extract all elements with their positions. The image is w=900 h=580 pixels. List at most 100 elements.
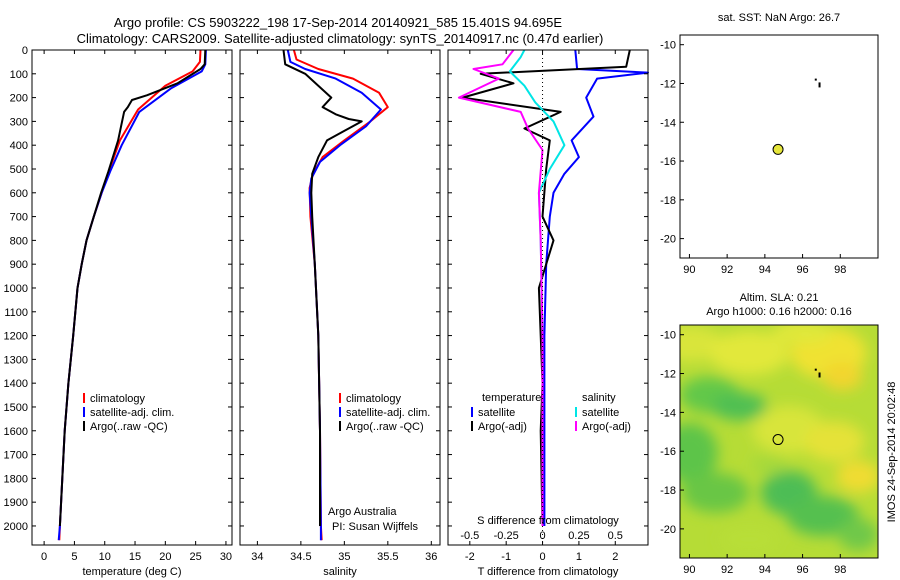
temperature-ytick-label: 900: [10, 259, 28, 271]
footer-credit: IMOS 24-Sep-2014 20:02:48: [886, 382, 898, 523]
difference-xtick2-label: -0.25: [494, 530, 519, 542]
sla-heatmap-cell: [822, 362, 863, 391]
temperature-xtick-label: 5: [71, 551, 77, 563]
salinity-series-line-2: [282, 49, 363, 526]
temperature-ytick-label: 1900: [4, 497, 28, 509]
sla-heatmap-blobs: [680, 325, 878, 554]
temperature-xtick-label: 20: [159, 551, 171, 563]
sla_map-xtick-label: 92: [721, 564, 733, 576]
sla-heatmap-cell: [719, 525, 780, 554]
salinity-xtick-label: 34: [251, 551, 263, 563]
temperature-ytick-label: 1600: [4, 426, 28, 438]
salinity-xtick-label: 35.5: [377, 551, 398, 563]
nearby-float-mark: [814, 368, 817, 371]
legend-label: Argo(-adj): [478, 421, 527, 433]
salinity-xtick-label: 36: [425, 551, 437, 563]
legend-title-salinity: salinity: [582, 392, 616, 404]
temperature-ytick-label: 1400: [4, 378, 28, 390]
sla-heatmap-cell: [711, 392, 768, 421]
temperature-ytick-label: 100: [10, 69, 28, 81]
temperature-ytick-label: 1300: [4, 354, 28, 366]
difference-xtick-label: -2: [465, 551, 475, 563]
sla_map-xtick-label: 90: [683, 564, 695, 576]
temperature-xtick-label: 15: [129, 551, 141, 563]
float-institution-label: Argo Australia: [328, 506, 397, 518]
temperature-xtick-label: 0: [41, 551, 47, 563]
temperature-ytick-label: 200: [10, 93, 28, 105]
sst_map-frame: [679, 34, 879, 259]
sst-map-panel: sat. SST: NaN Argo: 26.7 90 92 94 96 98 -10 -12…: [660, 12, 879, 276]
figure-title-line2: Climatology: CARS2009. Satellite-adjuste…: [77, 31, 604, 46]
sst_map-xtick-label: 96: [796, 264, 808, 276]
sla-heatmap-cell: [804, 421, 865, 462]
float-pi-label: PI: Susan Wijffels: [332, 521, 418, 533]
sla_map-ytick-label: -18: [660, 485, 676, 497]
legend-label: climatology: [90, 393, 146, 405]
argo-float-marker: [772, 143, 784, 155]
sla_map-ytick-label: -12: [660, 369, 676, 381]
sla-map-panel: Altim. SLA: 0.21 Argo h1000: 0.16 h2000: …: [660, 292, 879, 576]
sst_map-ytick-label: -14: [660, 117, 676, 129]
sla_map-xtick-label: 94: [759, 564, 771, 576]
temperature-ytick-label: 1100: [4, 307, 28, 319]
salinity-frame: [239, 49, 441, 546]
temperature-ytick-label: 2000: [4, 521, 28, 533]
temperature-ytick-label: 400: [10, 140, 28, 152]
temperature-ytick-label: 1000: [4, 283, 28, 295]
temperature-ytick-label: 1800: [4, 473, 28, 485]
legend-label: satellite-adj. clim.: [346, 407, 430, 419]
difference-xlabel-salinity: S difference from climatology: [477, 515, 619, 527]
difference-xlabel: T difference from climatology: [478, 566, 619, 578]
sla-heatmap-cell: [836, 460, 878, 493]
sla_map-ytick-label: -10: [660, 330, 676, 342]
sla-heatmap: [680, 325, 878, 558]
sla_map-xtick-label: 98: [834, 564, 846, 576]
difference-xtick-label: 2: [612, 551, 618, 563]
temperature-ytick-label: 1700: [4, 450, 28, 462]
temperature-ytick-label: 600: [10, 188, 28, 200]
sst_map-ytick-label: -18: [660, 195, 676, 207]
temperature-ytick-label: 0: [22, 45, 28, 57]
salinity-xtick-label: 35: [338, 551, 350, 563]
sla-heatmap-cell: [838, 518, 878, 551]
difference-xtick-label: 1: [576, 551, 582, 563]
salinity-profile-panel: 34 34.5 35 35.5 36 salinity climatology satelli…: [239, 49, 441, 578]
difference-series-line-1: [461, 49, 631, 527]
sst_map-ytick-label: -16: [660, 156, 676, 168]
difference-xtick-label: -1: [501, 551, 511, 563]
temperature-xlabel: temperature (deg C): [82, 566, 181, 578]
temperature-xtick-label: 30: [220, 551, 232, 563]
difference-xtick2-label: 0: [539, 530, 545, 542]
sla_map-ytick-label: -16: [660, 446, 676, 458]
sla_map-frame: [679, 324, 879, 559]
argo-float-marker: [772, 434, 784, 446]
nearby-float-mark: [814, 78, 817, 81]
salinity-xlabel: salinity: [323, 566, 357, 578]
sst_map-ytick-label: -12: [660, 78, 676, 90]
temperature-series-line-2: [58, 49, 207, 527]
sla_map-xtick-label: 96: [796, 564, 808, 576]
sla-heatmap-cell: [751, 454, 788, 475]
legend-label: Argo(-adj): [582, 421, 631, 433]
temperature-profile-panel: 0 5 10 15 20 25 30 temperature (deg C) 0 100 200 30…: [4, 45, 233, 578]
difference-plot-area: [448, 50, 648, 545]
sla-map-title-line1: Altim. SLA: 0.21: [740, 292, 819, 304]
difference-xtick2-label: -0.5: [460, 530, 479, 542]
temperature-plot-area: [32, 50, 232, 545]
legend-title-temperature: temperature: [482, 392, 541, 404]
sla-heatmap-cell: [786, 496, 859, 537]
sst_map-ytick-label: -10: [660, 40, 676, 52]
sla_map-ytick-label: -20: [660, 524, 676, 536]
sst_map-xtick-label: 94: [759, 264, 771, 276]
sst_map-xtick-label: 90: [683, 264, 695, 276]
temperature-xtick-label: 10: [99, 551, 111, 563]
sla-map-title-line2: Argo h1000: 0.16 h2000: 0.16: [706, 306, 852, 318]
temperature-ytick-label: 1500: [4, 402, 28, 414]
sst_map-ytick-label: -20: [660, 234, 676, 246]
difference-xtick-label: 0: [539, 551, 545, 563]
legend-label: Argo(..raw -QC): [346, 421, 424, 433]
difference-xtick2-label: 0.25: [568, 530, 589, 542]
temperature-ytick-label: 700: [10, 212, 28, 224]
legend-label: satellite: [582, 407, 619, 419]
difference-series-line-0: [543, 49, 649, 526]
